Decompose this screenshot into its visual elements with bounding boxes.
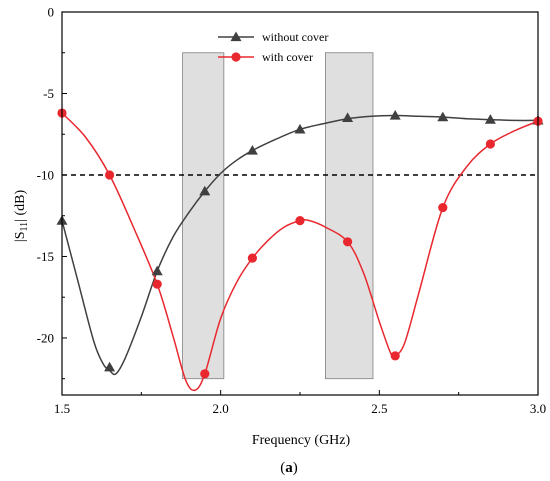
y-axis-title-prefix: |S [13,232,28,243]
series-1-point-3 [151,265,163,276]
series-1-point-9 [437,111,449,122]
y-tick-label-5: -20 [37,330,54,345]
series-2-point-10 [485,139,495,149]
series-2-point-6 [295,216,305,226]
caption-close: ) [293,460,298,476]
series-2-point-7 [343,237,353,247]
shaded-band-1 [182,52,225,380]
y-tick-label-3: -10 [37,167,54,182]
x-axis-title: Frequency (GHz) [252,433,351,448]
series-1-point-2 [104,361,116,372]
series-line-2 [61,112,539,392]
x-tick-label-1: 1.5 [54,401,70,416]
series-1-point-4 [199,185,211,196]
series-curves [61,112,539,392]
caption-label: a [285,460,293,476]
figure-caption: (a) [280,460,298,476]
y-axis-title: |S11| (dB) [13,190,30,243]
series-2-point-4 [200,369,210,379]
series-line-1 [61,114,539,376]
shaded-bands [182,52,374,380]
series-2-point-5 [247,253,257,263]
caption-open: ( [280,460,285,476]
axis-ticks: 1.5 2.0 2.5 3.0 0 -5 -10 -15 -20 [37,5,546,417]
legend-label-2: with cover [262,50,313,64]
series-2-point-8 [390,351,400,361]
x-tick-label-4: 3.0 [530,401,546,416]
y-tick-label-4: -15 [37,249,54,264]
legend-marker-2 [231,52,241,62]
y-axis-title-suffix: | (dB) [13,190,28,222]
x-tick-label-2: 2.0 [213,401,229,416]
y-tick-label-2: -5 [43,86,54,101]
series-2-point-3 [152,279,162,289]
series-1-point-6 [294,123,306,134]
y-axis-title-subscript: 11 [19,222,30,232]
y-tick-label-1: 0 [48,5,55,20]
series-2-point-2 [105,170,115,180]
series-1-point-8 [389,109,401,120]
shaded-band-2 [324,52,374,380]
series-1-point-10 [484,114,496,124]
series-markers [56,108,544,379]
legend-label-1: without cover [262,30,328,44]
series-2-point-9 [438,202,448,213]
series-1-point-5 [246,145,258,155]
legend-marker-1 [230,31,242,42]
x-tick-label-3: 2.5 [371,401,387,416]
series-1-point-7 [342,112,354,123]
legend: without cover with cover [218,30,328,64]
